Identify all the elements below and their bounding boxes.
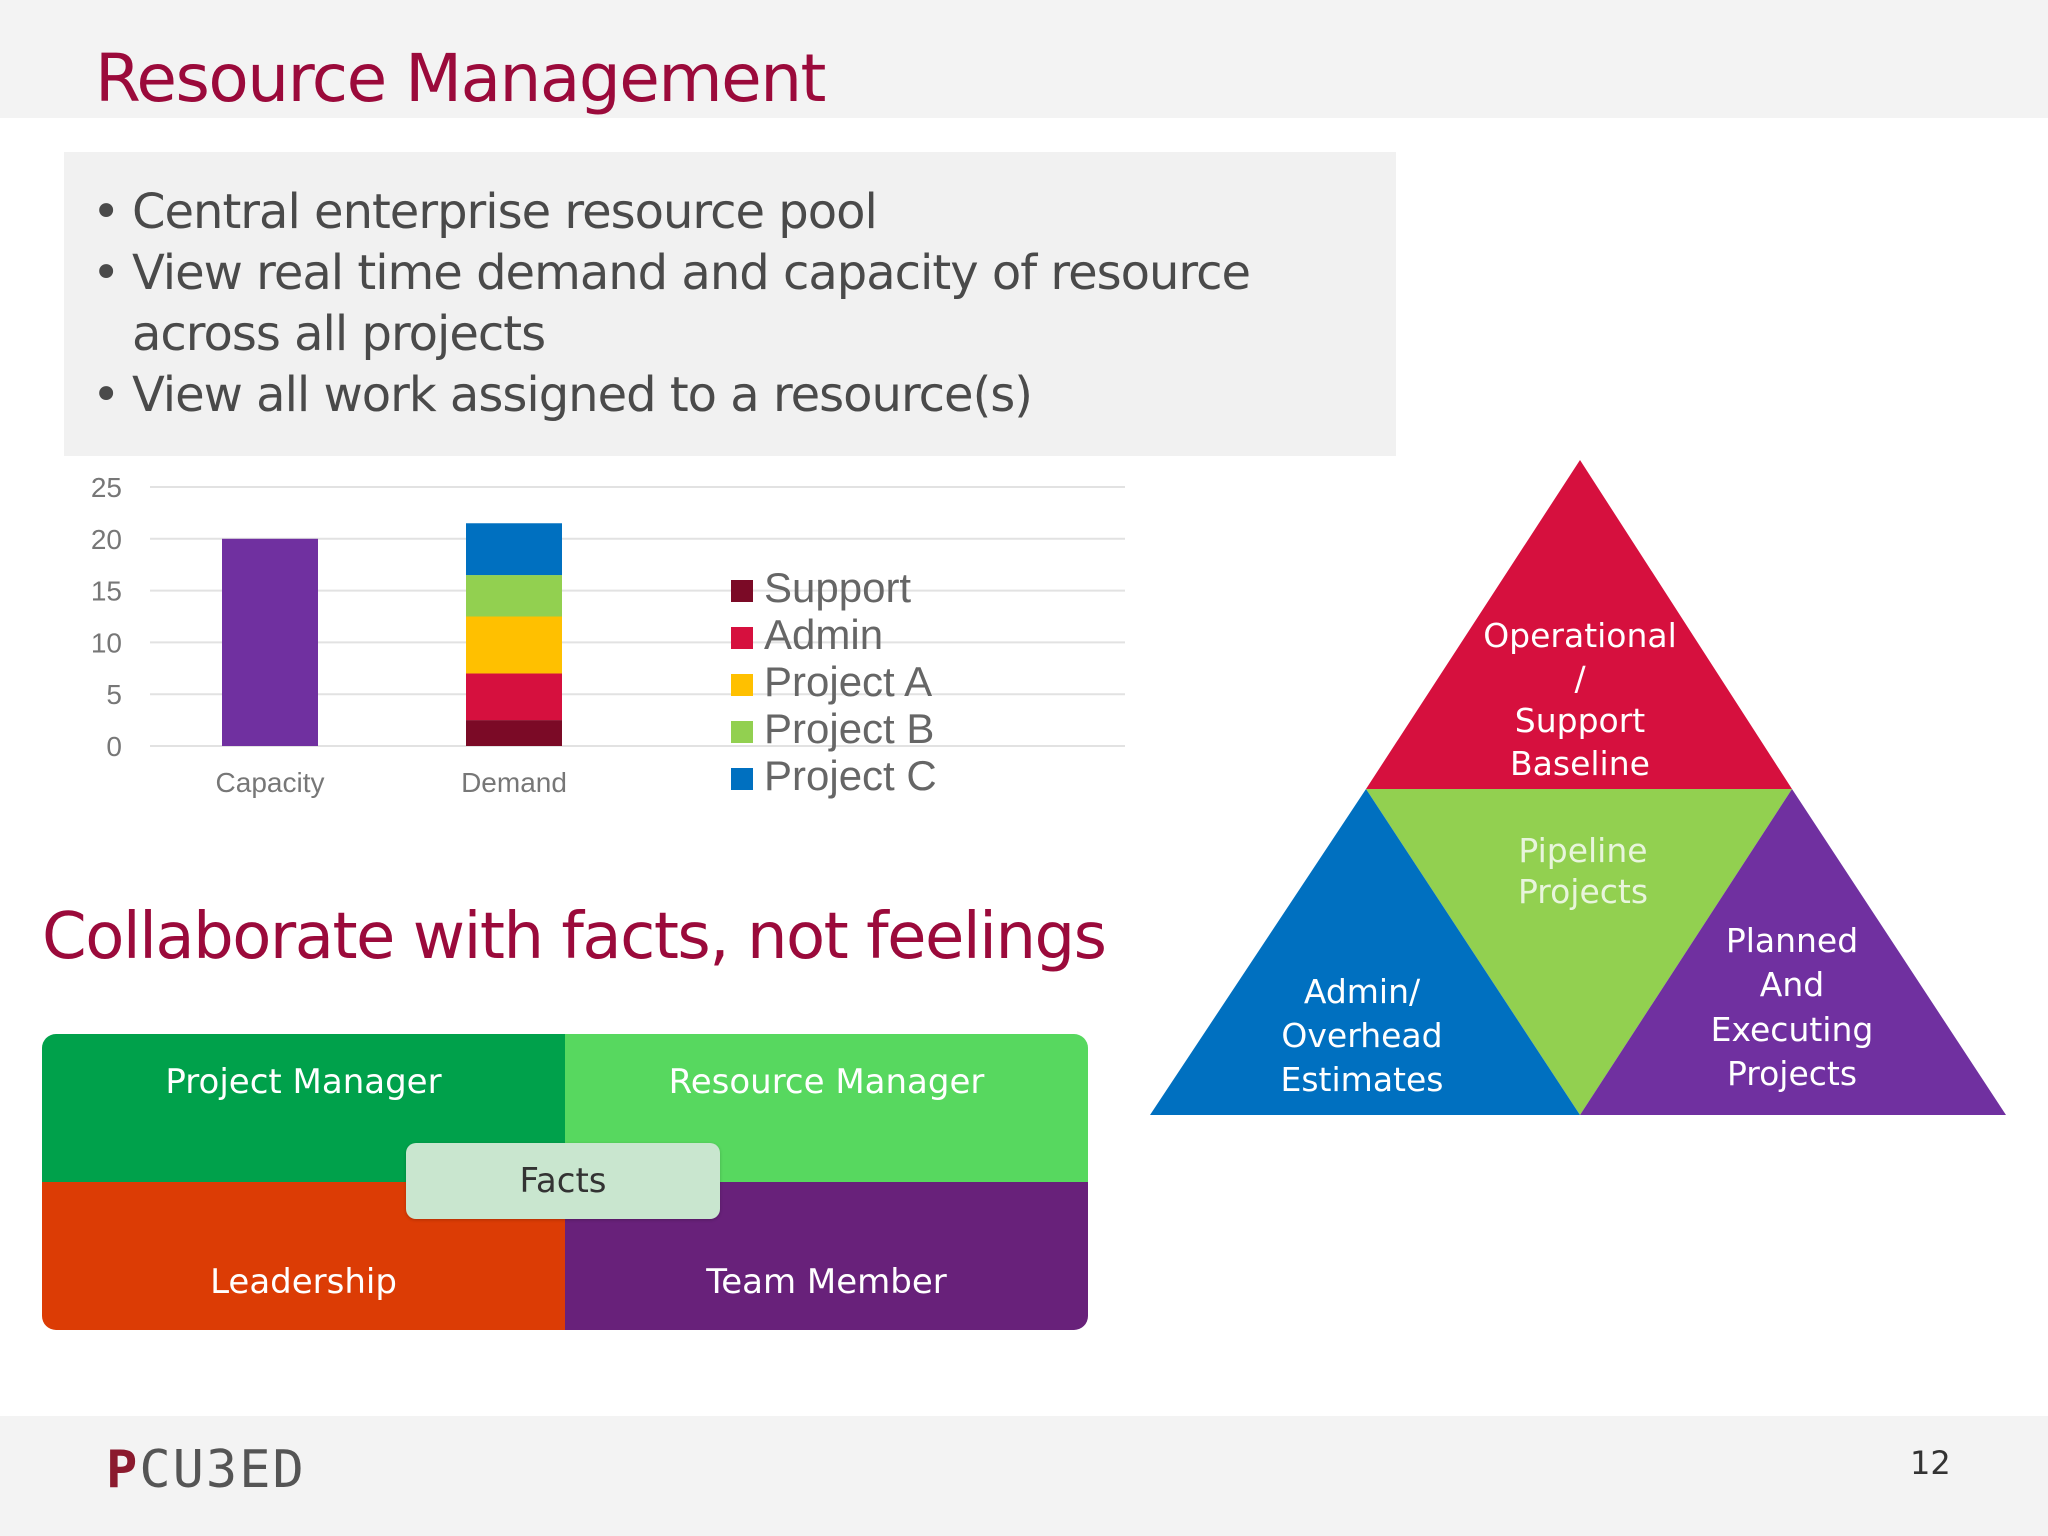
legend-label: Project C (764, 752, 937, 799)
bar-segment (466, 523, 562, 576)
legend-label: Project A (764, 658, 932, 705)
legend-label: Project B (764, 705, 934, 752)
legend-label: Admin (764, 611, 883, 658)
pyramid-left-line: Admin/ (1304, 972, 1421, 1011)
bar-segment (466, 720, 562, 746)
facts-center-box: Facts (406, 1143, 720, 1219)
legend-label: Support (764, 564, 911, 611)
pyramid-right-line: Projects (1727, 1054, 1857, 1093)
legend-swatch (731, 580, 753, 602)
legend-swatch (731, 721, 753, 743)
x-category-label: Capacity (216, 767, 325, 798)
resource-pyramid-diagram: Operational / Support Baseline Pipeline … (1150, 460, 2006, 1115)
pyramid-top-line: Support (1515, 701, 1646, 740)
bar-segment (466, 673, 562, 721)
pyramid-left-line: Overhead (1281, 1016, 1442, 1055)
pyramid-right-line: And (1760, 965, 1824, 1004)
bar-segment (222, 538, 318, 746)
bar-segment (466, 575, 562, 617)
pyramid-left-triangle (1150, 789, 1580, 1115)
pyramid-center-line: Projects (1518, 872, 1648, 911)
pyramid-right-line: Planned (1726, 921, 1858, 960)
company-logo: PCU3ED (106, 1440, 306, 1500)
quadrant-label: Project Manager (165, 1062, 442, 1102)
roles-quadrant: Project Manager Resource Manager Leaders… (42, 1034, 1088, 1330)
y-tick-label: 10 (91, 627, 122, 658)
y-tick-label: 0 (106, 731, 122, 762)
y-tick-label: 5 (106, 679, 122, 710)
header-band (0, 0, 2048, 118)
bar-segment (466, 616, 562, 674)
quadrant-label: Resource Manager (668, 1062, 985, 1102)
pyramid-left-line: Estimates (1281, 1060, 1444, 1099)
pyramid-top-line: Operational (1483, 616, 1677, 655)
pyramid-top-line: / (1574, 659, 1586, 698)
slide-title: Resource Management (95, 40, 826, 117)
legend-swatch (731, 674, 753, 696)
bullet-item: View real time demand and capacity of re… (64, 243, 1396, 365)
quadrant-label: Team Member (706, 1262, 947, 1302)
section-subtitle: Collaborate with facts, not feelings (42, 900, 1107, 974)
y-tick-label: 20 (91, 524, 122, 555)
y-tick-label: 25 (91, 472, 122, 503)
page-number: 12 (1910, 1444, 1951, 1482)
pyramid-right-triangle (1580, 789, 2006, 1115)
y-tick-label: 15 (91, 576, 122, 607)
x-category-label: Demand (461, 767, 567, 798)
logo-text: CU3ED (139, 1440, 306, 1500)
legend-swatch (731, 627, 753, 649)
logo-mark: P (106, 1440, 140, 1500)
pyramid-center-triangle (1366, 789, 1792, 1115)
bullet-box: Central enterprise resource pool View re… (64, 152, 1396, 456)
bullet-item: View all work assigned to a resource(s) (64, 365, 1396, 426)
pyramid-top-line: Baseline (1510, 744, 1650, 783)
bullet-item: Central enterprise resource pool (64, 182, 1396, 243)
pyramid-right-line: Executing (1711, 1010, 1874, 1049)
pyramid-top-triangle (1366, 460, 1792, 789)
bullet-list: Central enterprise resource pool View re… (64, 152, 1396, 426)
quadrant-label: Leadership (210, 1262, 397, 1302)
legend-swatch (731, 768, 753, 790)
footer-band (0, 1416, 2048, 1536)
pyramid-center-line: Pipeline (1518, 831, 1647, 870)
